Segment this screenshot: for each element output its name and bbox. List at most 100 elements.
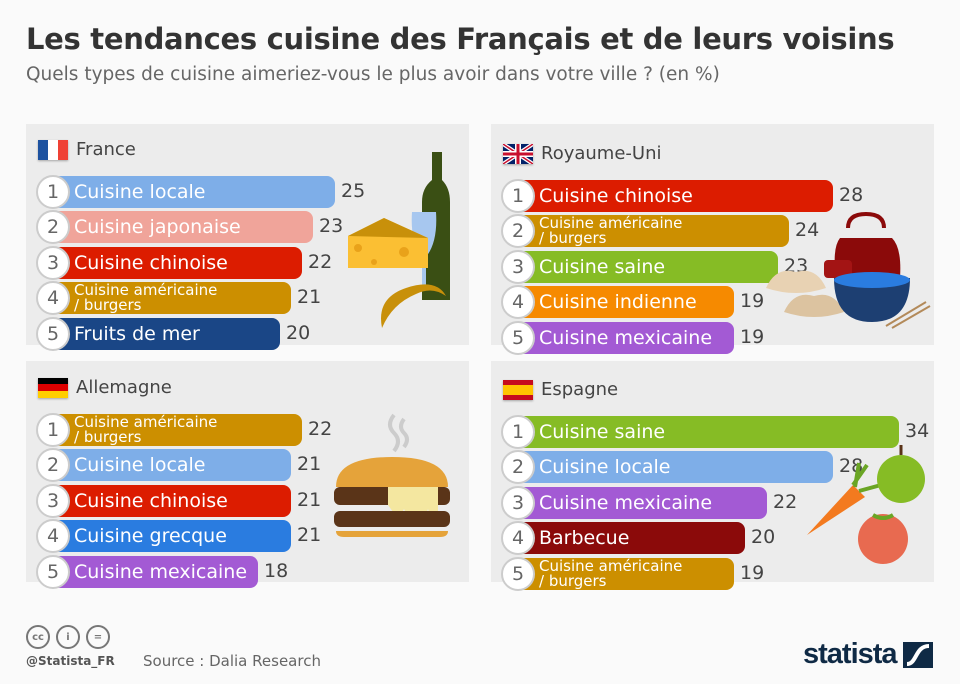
rank-badge: 2 <box>36 210 70 245</box>
nd-icon: = <box>86 625 110 649</box>
rank-badge: 4 <box>36 519 70 554</box>
panel-france: France Cuisine locale 1 25 Cuisine japonaise… <box>26 124 469 351</box>
rank-badge: 2 <box>501 450 535 485</box>
rank-badge: 2 <box>501 214 535 249</box>
rank-badge: 5 <box>36 316 70 351</box>
footer-handle: @Statista_FR <box>26 654 115 668</box>
bar-label: Cuisine saine <box>539 255 666 278</box>
page-title: Les tendances cuisine des Français et de… <box>26 22 895 56</box>
bar: Cuisine locale <box>517 451 833 484</box>
rank-badge: 4 <box>36 281 70 316</box>
carrot-apple-tomato-illustration <box>807 445 925 564</box>
bar-label: Cuisine indienne <box>539 291 697 314</box>
bar-label: Cuisine américaine / burgers <box>74 281 218 315</box>
rank-badge: 2 <box>36 448 70 483</box>
rank-badge: 3 <box>36 483 70 518</box>
value-label: 22 <box>308 418 333 440</box>
by-icon: i <box>56 625 80 649</box>
bar: Cuisine américaine / burgers <box>517 556 734 590</box>
bar: Cuisine mexicaine <box>517 486 767 519</box>
value-label: 21 <box>297 524 322 547</box>
bar: Cuisine chinoise <box>52 246 302 279</box>
rank-badge: 3 <box>501 485 535 520</box>
bar: Cuisine américaine / burgers <box>52 281 291 315</box>
bar: Cuisine locale <box>52 449 291 482</box>
rank-badge: 3 <box>501 249 535 284</box>
bar: Fruits de mer <box>52 317 280 350</box>
value-label: 24 <box>795 219 820 242</box>
statista-logo-icon <box>902 641 933 668</box>
bar: Cuisine chinoise <box>517 180 833 212</box>
teapot-dumplings-bowl-illustration <box>766 211 931 329</box>
panel-title: Espagne <box>541 379 619 400</box>
bar: Cuisine mexicaine <box>52 555 258 588</box>
panel-title: Royaume-Uni <box>541 143 662 164</box>
bar: Cuisine locale <box>52 176 335 208</box>
bar-label: Fruits de mer <box>74 322 200 345</box>
germany-flag-icon <box>38 377 68 398</box>
value-label: 34 <box>905 420 930 442</box>
value-label: 23 <box>319 215 344 238</box>
bar: Cuisine japonaise <box>52 211 313 244</box>
bar-label: Cuisine locale <box>74 181 206 203</box>
bar-label: Cuisine chinoise <box>74 251 228 274</box>
bar-label: Cuisine mexicaine <box>539 491 713 514</box>
value-label: 21 <box>297 286 322 309</box>
spain-flag-icon <box>503 379 533 400</box>
bar-label: Barbecue <box>539 527 630 550</box>
bar-label: Cuisine américaine / burgers <box>539 214 683 248</box>
value-label: 19 <box>740 290 765 313</box>
license-icons: cc i = <box>26 625 110 649</box>
panel-title: France <box>76 139 136 160</box>
value-label: 19 <box>740 561 765 584</box>
bar: Cuisine grecque <box>52 520 291 553</box>
rank-badge: 5 <box>36 554 70 589</box>
rank-badge: 4 <box>501 285 535 320</box>
bar-label: Cuisine locale <box>74 454 206 477</box>
france-flag-icon <box>38 139 68 160</box>
bar-label: Cuisine grecque <box>74 525 227 548</box>
panel-header: France <box>38 139 136 160</box>
rank-badge: 1 <box>501 415 535 449</box>
bar-label: Cuisine chinoise <box>74 489 228 512</box>
source-text: Source : Dalia Research <box>143 652 321 670</box>
value-label: 21 <box>297 453 322 476</box>
panel-header: Espagne <box>503 379 618 400</box>
bar: Cuisine indienne <box>517 286 734 319</box>
bar: Cuisine mexicaine <box>517 321 734 354</box>
bar-label: Cuisine américaine / burgers <box>74 413 218 446</box>
bar-label: Cuisine mexicaine <box>74 560 248 583</box>
panel-royaume-uni: Royaume-Uni Cuisine chinoise 1 28 Cuisine am… <box>491 124 934 355</box>
bar: Cuisine chinoise <box>52 484 291 517</box>
rank-badge: 1 <box>501 179 535 213</box>
value-label: 20 <box>286 321 311 344</box>
panel-title: Allemagne <box>76 377 172 398</box>
rank-badge: 4 <box>501 521 535 556</box>
statista-logo[interactable]: statista <box>803 638 933 671</box>
cc-icon: cc <box>26 625 50 649</box>
value-label: 22 <box>308 250 333 273</box>
bar-label: Cuisine chinoise <box>539 185 693 207</box>
value-label: 25 <box>341 180 366 202</box>
bar: Barbecue <box>517 522 745 555</box>
panel-header: Allemagne <box>38 377 172 398</box>
value-label: 19 <box>740 325 765 348</box>
bar-label: Cuisine saine <box>539 421 666 443</box>
value-label: 22 <box>773 490 798 513</box>
value-label: 18 <box>264 559 289 582</box>
bar-label: Cuisine japonaise <box>74 216 241 239</box>
rank-badge: 5 <box>501 556 535 591</box>
page-subtitle: Quels types de cuisine aimeriez-vous le … <box>26 64 720 85</box>
bar: Cuisine saine <box>517 416 899 448</box>
wine-cheese-croissant-illustration <box>348 152 450 328</box>
uk-flag-icon <box>503 143 533 164</box>
bar-label: Cuisine mexicaine <box>539 326 713 349</box>
value-label: 21 <box>297 488 322 511</box>
rank-badge: 1 <box>36 175 70 209</box>
rank-badge: 1 <box>36 413 70 447</box>
bar-label: Cuisine locale <box>539 456 671 479</box>
rank-badge: 3 <box>36 245 70 280</box>
bar-label: Cuisine américaine / burgers <box>539 556 683 590</box>
panel-allemagne: Allemagne Cuisine américaine / burgers 1 22… <box>26 361 469 589</box>
value-label: 28 <box>839 184 864 206</box>
